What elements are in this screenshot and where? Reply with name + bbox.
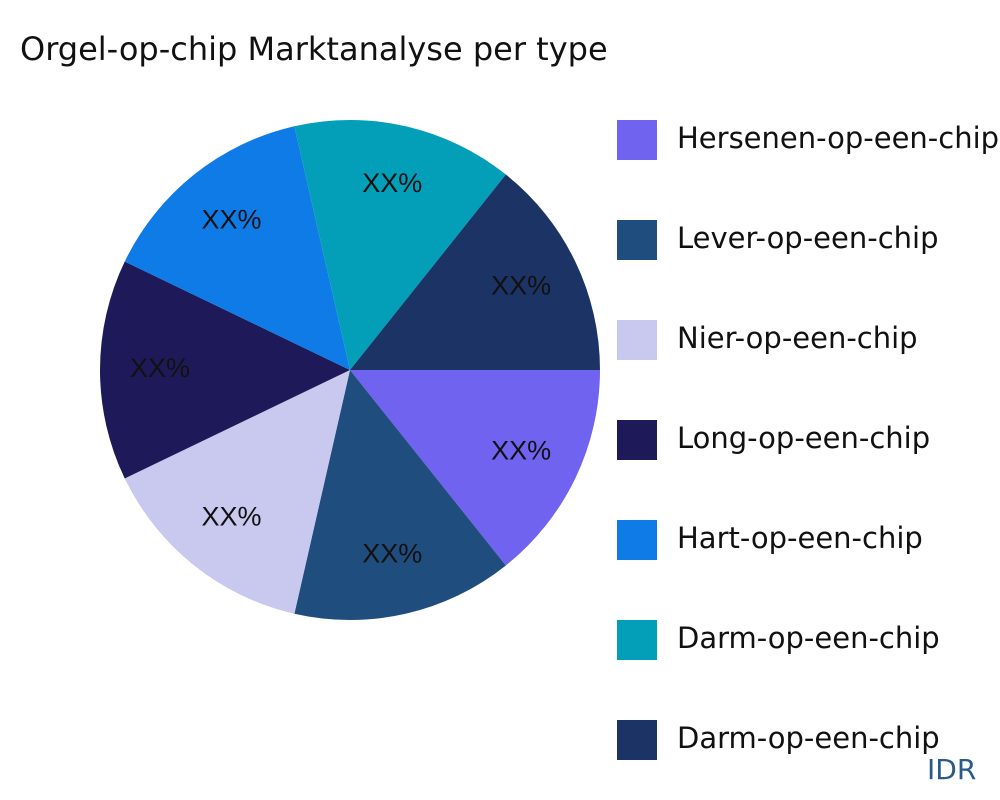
value-label: XX% — [202, 205, 262, 235]
legend-label: Darm-op-een-chip — [677, 621, 940, 655]
legend-label: Lever-op-een-chip — [677, 221, 939, 255]
chart-title: Orgel-op-chip Marktanalyse per type — [20, 30, 608, 68]
legend-swatch — [617, 720, 657, 760]
legend-label: Darm-op-een-chip — [677, 721, 940, 755]
legend-swatch — [617, 520, 657, 560]
pie-slice — [350, 370, 600, 566]
pie-slice — [294, 119, 506, 370]
legend-label: Hersenen-op-een-chip — [677, 121, 999, 155]
legend-swatch — [617, 320, 657, 360]
value-label: XX% — [491, 271, 551, 301]
value-label: XX% — [362, 168, 422, 198]
legend-swatch — [617, 420, 657, 460]
value-label: XX% — [130, 353, 190, 383]
legend-swatch — [617, 220, 657, 260]
legend-label: Long-op-een-chip — [677, 421, 930, 455]
watermark: IDR — [927, 753, 976, 786]
pie-slice — [124, 370, 350, 614]
value-label: XX% — [491, 436, 551, 466]
pie-slice — [124, 126, 350, 370]
value-label: XX% — [362, 538, 422, 568]
legend-label: Nier-op-een-chip — [677, 321, 918, 355]
legend-label: Hart-op-een-chip — [677, 521, 923, 555]
pie-slice — [350, 174, 600, 370]
legend-swatch — [617, 120, 657, 160]
pie-slice — [294, 370, 506, 621]
pie-slice — [99, 261, 350, 479]
value-label: XX% — [202, 502, 262, 532]
legend-swatch — [617, 620, 657, 660]
